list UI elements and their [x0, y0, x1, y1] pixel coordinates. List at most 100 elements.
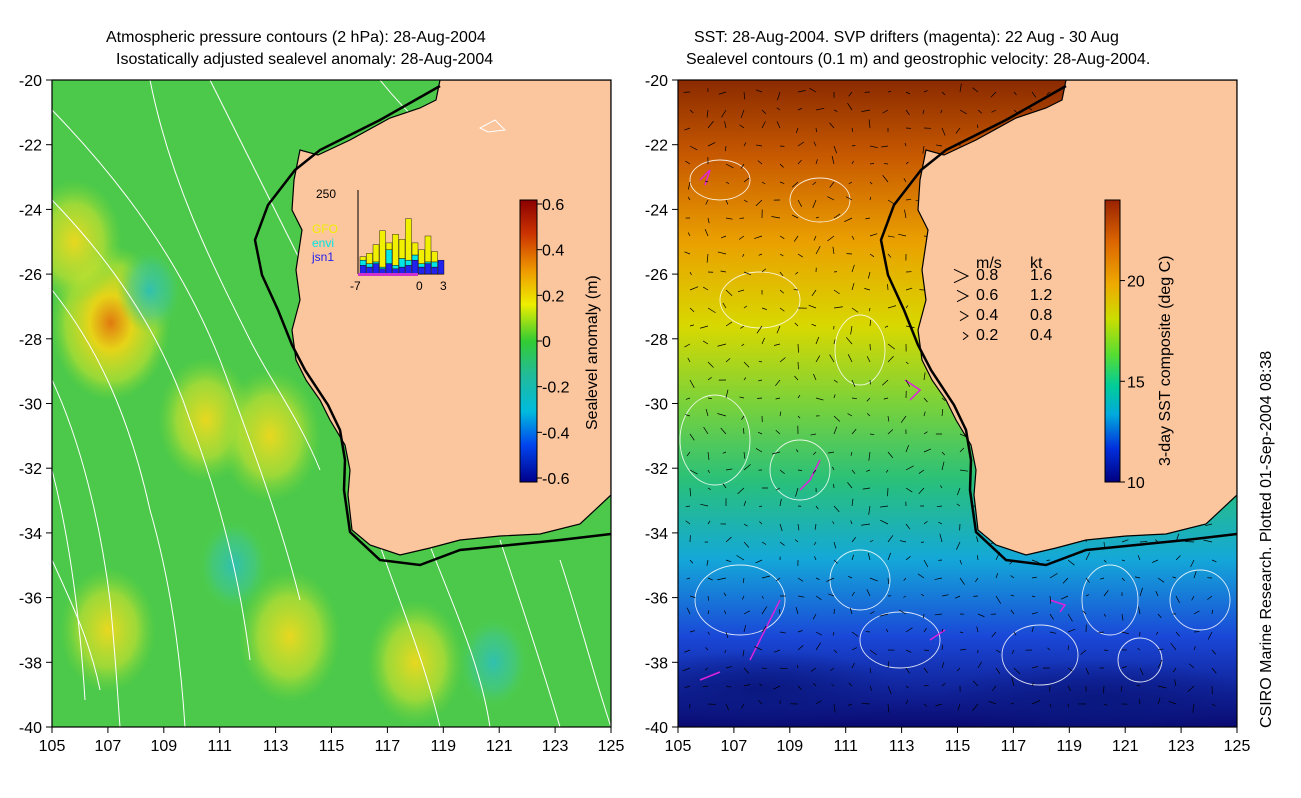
velocity-vector — [869, 145, 878, 149]
velocity-vector — [833, 289, 840, 295]
inset-xtick-start: -7 — [350, 279, 361, 293]
velocity-vector — [725, 631, 729, 638]
velocity-vector — [898, 233, 907, 237]
velocity-vector — [905, 109, 910, 116]
velocity-vector — [815, 336, 820, 345]
velocity-vector — [865, 631, 871, 633]
velocity-vector — [779, 253, 784, 257]
velocity-vector — [972, 703, 979, 711]
sst-colorbar-label: 3-day SST composite (deg C) — [1157, 256, 1174, 466]
y-tick-label: -32 — [645, 461, 668, 478]
sla-feature — [457, 615, 530, 710]
velocity-vector — [899, 540, 907, 543]
velocity-vector — [972, 87, 979, 93]
velocity-vector — [779, 498, 782, 507]
velocity-vector — [879, 613, 889, 617]
velocity-vector — [1157, 697, 1161, 705]
velocity-vector — [905, 627, 913, 633]
velocity-vector — [1011, 649, 1015, 655]
inset-bar-jsn1 — [359, 265, 367, 275]
velocity-vector — [777, 91, 781, 101]
velocity-vector — [1139, 667, 1144, 676]
velocity-vector — [936, 505, 943, 508]
velocity-vector — [686, 577, 691, 580]
velocity-vector — [741, 415, 745, 420]
velocity-vector — [705, 408, 709, 417]
velocity-vector — [1151, 559, 1159, 563]
velocity-vector — [743, 199, 748, 203]
velocity-vector — [743, 684, 751, 687]
velocity-vector — [813, 141, 817, 147]
inset-bar-envi — [424, 261, 432, 264]
x-tick-label: 121 — [1112, 738, 1139, 755]
velocity-vector — [761, 606, 768, 615]
velocity-vector — [725, 685, 732, 688]
velocity-vector — [941, 127, 946, 136]
velocity-vector — [850, 451, 853, 456]
inset-bar-gfo — [392, 234, 399, 266]
velocity-vector — [833, 339, 836, 345]
velocity-vector — [905, 361, 909, 365]
velocity-vector — [797, 141, 805, 147]
velocity-vector — [1211, 649, 1216, 655]
velocity-vector — [1103, 685, 1105, 694]
velocity-vector — [725, 321, 733, 327]
velocity-vector — [1191, 595, 1195, 601]
inset-bar-envi — [411, 254, 419, 261]
velocity-vector — [761, 268, 767, 273]
inset-bar-jsn1 — [437, 259, 445, 275]
velocity-vector — [1049, 631, 1057, 634]
velocity-vector — [812, 613, 817, 620]
velocity-vector — [1155, 591, 1159, 597]
y-tick-label: -34 — [19, 526, 42, 543]
velocity-vector — [861, 523, 871, 526]
inset-bar-envi — [418, 263, 425, 268]
velocity-vector — [684, 251, 691, 255]
velocity-vector — [918, 487, 925, 495]
velocity-vector — [702, 685, 709, 688]
velocity-vector — [869, 667, 872, 674]
velocity-vector — [887, 343, 896, 350]
velocity-vector — [795, 271, 799, 275]
velocity-vector — [685, 520, 691, 525]
velocity-vector — [775, 397, 781, 400]
velocity-vector — [830, 667, 835, 672]
velocity-vector — [743, 305, 748, 309]
velocity-vector — [707, 120, 714, 129]
velocity-vector — [705, 199, 709, 205]
x-tick-label: 123 — [542, 738, 569, 755]
velocity-vector — [1155, 631, 1159, 635]
velocity-vector — [815, 700, 822, 705]
shelf-break-contour-right — [879, 84, 1237, 567]
velocity-vector — [779, 667, 788, 670]
velocity-vector — [851, 537, 857, 543]
velocity-vector — [717, 251, 727, 255]
velocity-vector — [900, 415, 907, 423]
velocity-vector — [905, 91, 911, 95]
velocity-vector — [991, 685, 997, 692]
velocity-vector — [758, 699, 763, 705]
velocity-vector — [1192, 703, 1195, 713]
velocity-vector — [905, 305, 909, 309]
velocity-vector — [1121, 559, 1125, 562]
velocity-vector — [866, 397, 871, 402]
x-tick-label: 107 — [721, 738, 748, 755]
y-tick-label: -24 — [645, 202, 668, 219]
velocity-vector — [905, 287, 913, 291]
velocity-vector — [887, 429, 894, 435]
velocity-vector — [684, 127, 691, 131]
velocity-vector — [869, 233, 878, 237]
velocity-vector — [847, 482, 853, 489]
velocity-vector — [739, 396, 745, 399]
sla-colorbar-label: Sealevel anomaly (m) — [584, 275, 601, 430]
velocity-vector — [868, 119, 871, 129]
x-tick-label: 105 — [39, 738, 66, 755]
velocity-vector — [904, 142, 907, 147]
velocity-vector — [905, 667, 910, 674]
velocity-vector — [689, 324, 695, 327]
velocity-vector — [991, 109, 997, 113]
velocity-vector — [956, 487, 961, 496]
inset-bar-gfo — [418, 249, 425, 264]
velocity-vector — [1103, 613, 1107, 617]
velocity-vector — [724, 649, 727, 654]
